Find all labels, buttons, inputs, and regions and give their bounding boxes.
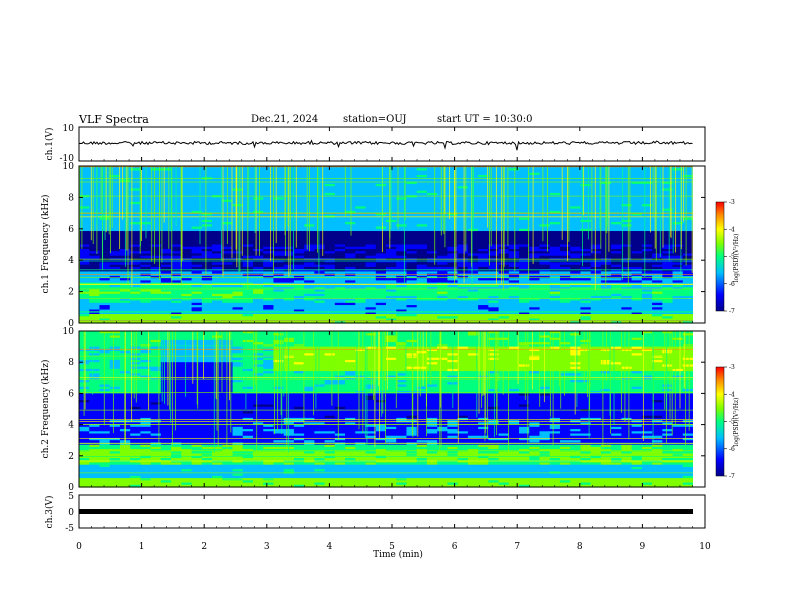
date-label: Dec.21, 2024 bbox=[251, 114, 319, 125]
ch3-ytick-neg5: -5 bbox=[65, 524, 74, 534]
ch1-colorbar-label: log(PSD)(V²/Hz) bbox=[733, 234, 740, 283]
chart-title: VLF Spectra bbox=[79, 113, 149, 126]
frequency-tick-label: 2 bbox=[68, 452, 74, 462]
frequency-tick-label: 8 bbox=[68, 193, 74, 203]
time-tick-label: 7 bbox=[514, 542, 520, 552]
time-tick-label: 3 bbox=[264, 542, 270, 552]
time-axis: 0 1 2 3 4 5 6 7 8 9 10 bbox=[76, 127, 711, 552]
ch2-colorbar: -3 -4 -5 -6 -7 log(PSD)(V²/Hz) bbox=[715, 364, 740, 480]
ch1-spectrogram-panel: 0 2 4 6 8 10 ch.1 Frequency (kHz) bbox=[40, 162, 706, 329]
colorbar-tick-label: -3 bbox=[729, 199, 735, 206]
frequency-tick-label: 8 bbox=[68, 358, 74, 368]
ch3-voltage-ylabel: ch.3(V) bbox=[44, 496, 55, 529]
colorbar-tick-label: -5 bbox=[729, 419, 735, 426]
ch2-spectrogram-ylabel: ch.2 Frequency (kHz) bbox=[40, 360, 51, 459]
colorbar-tick-label: -5 bbox=[729, 254, 735, 261]
ch3-ytick-0: 0 bbox=[68, 508, 74, 518]
time-tick-label: 8 bbox=[577, 542, 583, 552]
ch1-ytick-top: 10 bbox=[63, 124, 75, 134]
ch1-voltage-panel: 10 -10 ch.1(V) bbox=[44, 124, 706, 164]
colorbar-tick-label: -7 bbox=[729, 308, 735, 315]
start-time-label: start UT = 10:30:0 bbox=[437, 114, 533, 125]
ch1-spectrogram-heatmap bbox=[79, 166, 705, 324]
station-label: station=OUJ bbox=[343, 114, 407, 125]
time-axis-label: Time (min) bbox=[373, 549, 423, 560]
colorbar-tick-label: -7 bbox=[729, 473, 735, 480]
ch1-colorbar: -3 -4 -5 -6 -7 log(PSD)(V²/Hz) bbox=[715, 199, 740, 315]
time-tick-label: 2 bbox=[201, 542, 207, 552]
frequency-tick-label: 2 bbox=[68, 288, 74, 298]
frequency-tick-label: 10 bbox=[63, 162, 75, 172]
time-tick-label: 1 bbox=[139, 542, 145, 552]
ch1-voltage-ylabel: ch.1(V) bbox=[44, 128, 55, 161]
frequency-tick-label: 4 bbox=[68, 256, 74, 266]
frequency-tick-label: 10 bbox=[63, 327, 75, 337]
ch1-spectrogram-ylabel: ch.1 Frequency (kHz) bbox=[40, 195, 51, 294]
time-tick-label: 6 bbox=[452, 542, 458, 552]
frequency-tick-label: 4 bbox=[68, 421, 74, 431]
colorbar-tick-label: -4 bbox=[729, 226, 735, 233]
ch2-spectrogram-heatmap bbox=[79, 331, 705, 488]
ch1-waveform-line bbox=[78, 139, 693, 151]
ch2-spectrogram-panel: 0 2 4 6 8 10 ch.2 Frequency (kHz) bbox=[40, 327, 706, 493]
ch1-ytick-bottom: -10 bbox=[60, 154, 75, 164]
frequency-tick-label: 0 bbox=[68, 483, 74, 493]
ch3-flat-line bbox=[79, 509, 693, 514]
colorbar-tick-label: -4 bbox=[729, 391, 735, 398]
ch3-voltage-panel: 5 0 -5 ch.3(V) bbox=[44, 492, 706, 534]
ch3-ytick-5: 5 bbox=[68, 492, 74, 502]
time-tick-label: 4 bbox=[327, 542, 333, 552]
frequency-tick-label: 6 bbox=[68, 225, 74, 235]
colorbar-tick-label: -6 bbox=[729, 446, 735, 453]
time-tick-label: 10 bbox=[699, 542, 711, 552]
time-tick-label: 5 bbox=[389, 542, 395, 552]
colorbar-tick-label: -3 bbox=[729, 364, 735, 371]
ch2-colorbar-label: log(PSD)(V²/Hz) bbox=[733, 398, 740, 447]
time-tick-label: 9 bbox=[640, 542, 646, 552]
colorbar-tick-label: -6 bbox=[729, 281, 735, 288]
frequency-tick-label: 6 bbox=[68, 389, 74, 399]
frequency-tick-label: 0 bbox=[68, 319, 74, 329]
time-tick-label: 0 bbox=[76, 542, 82, 552]
